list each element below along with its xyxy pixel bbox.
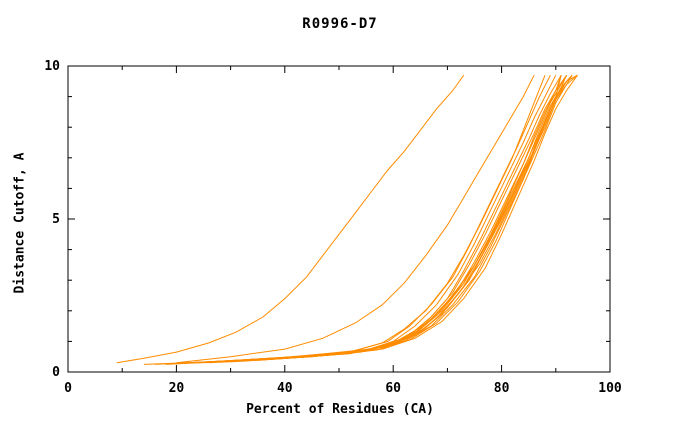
- model-curve: [198, 74, 568, 364]
- model-curve: [176, 74, 535, 364]
- x-tick-label: 40: [277, 381, 293, 396]
- chart-title: R0996-D7: [302, 16, 378, 32]
- model-curve: [192, 74, 573, 364]
- x-axis-label: Percent of Residues (CA): [246, 402, 434, 417]
- model-curve: [181, 74, 568, 364]
- model-curve: [257, 74, 578, 361]
- y-tick-label: 0: [52, 365, 60, 380]
- model-curve: [208, 74, 578, 364]
- model-curve: [116, 74, 465, 364]
- x-tick-label: 100: [598, 381, 622, 396]
- model-curve: [241, 74, 578, 362]
- y-tick-label: 10: [44, 59, 60, 74]
- x-tick-label: 80: [494, 381, 510, 396]
- x-tick-label: 0: [64, 381, 72, 396]
- x-tick-label: 20: [169, 381, 185, 396]
- x-tick-label: 60: [385, 381, 401, 396]
- model-curve: [230, 74, 573, 363]
- model-curve: [154, 74, 551, 365]
- y-tick-label: 5: [52, 212, 60, 227]
- model-curve: [143, 75, 546, 365]
- model-curve: [219, 74, 573, 363]
- plot-frame: [67, 65, 611, 373]
